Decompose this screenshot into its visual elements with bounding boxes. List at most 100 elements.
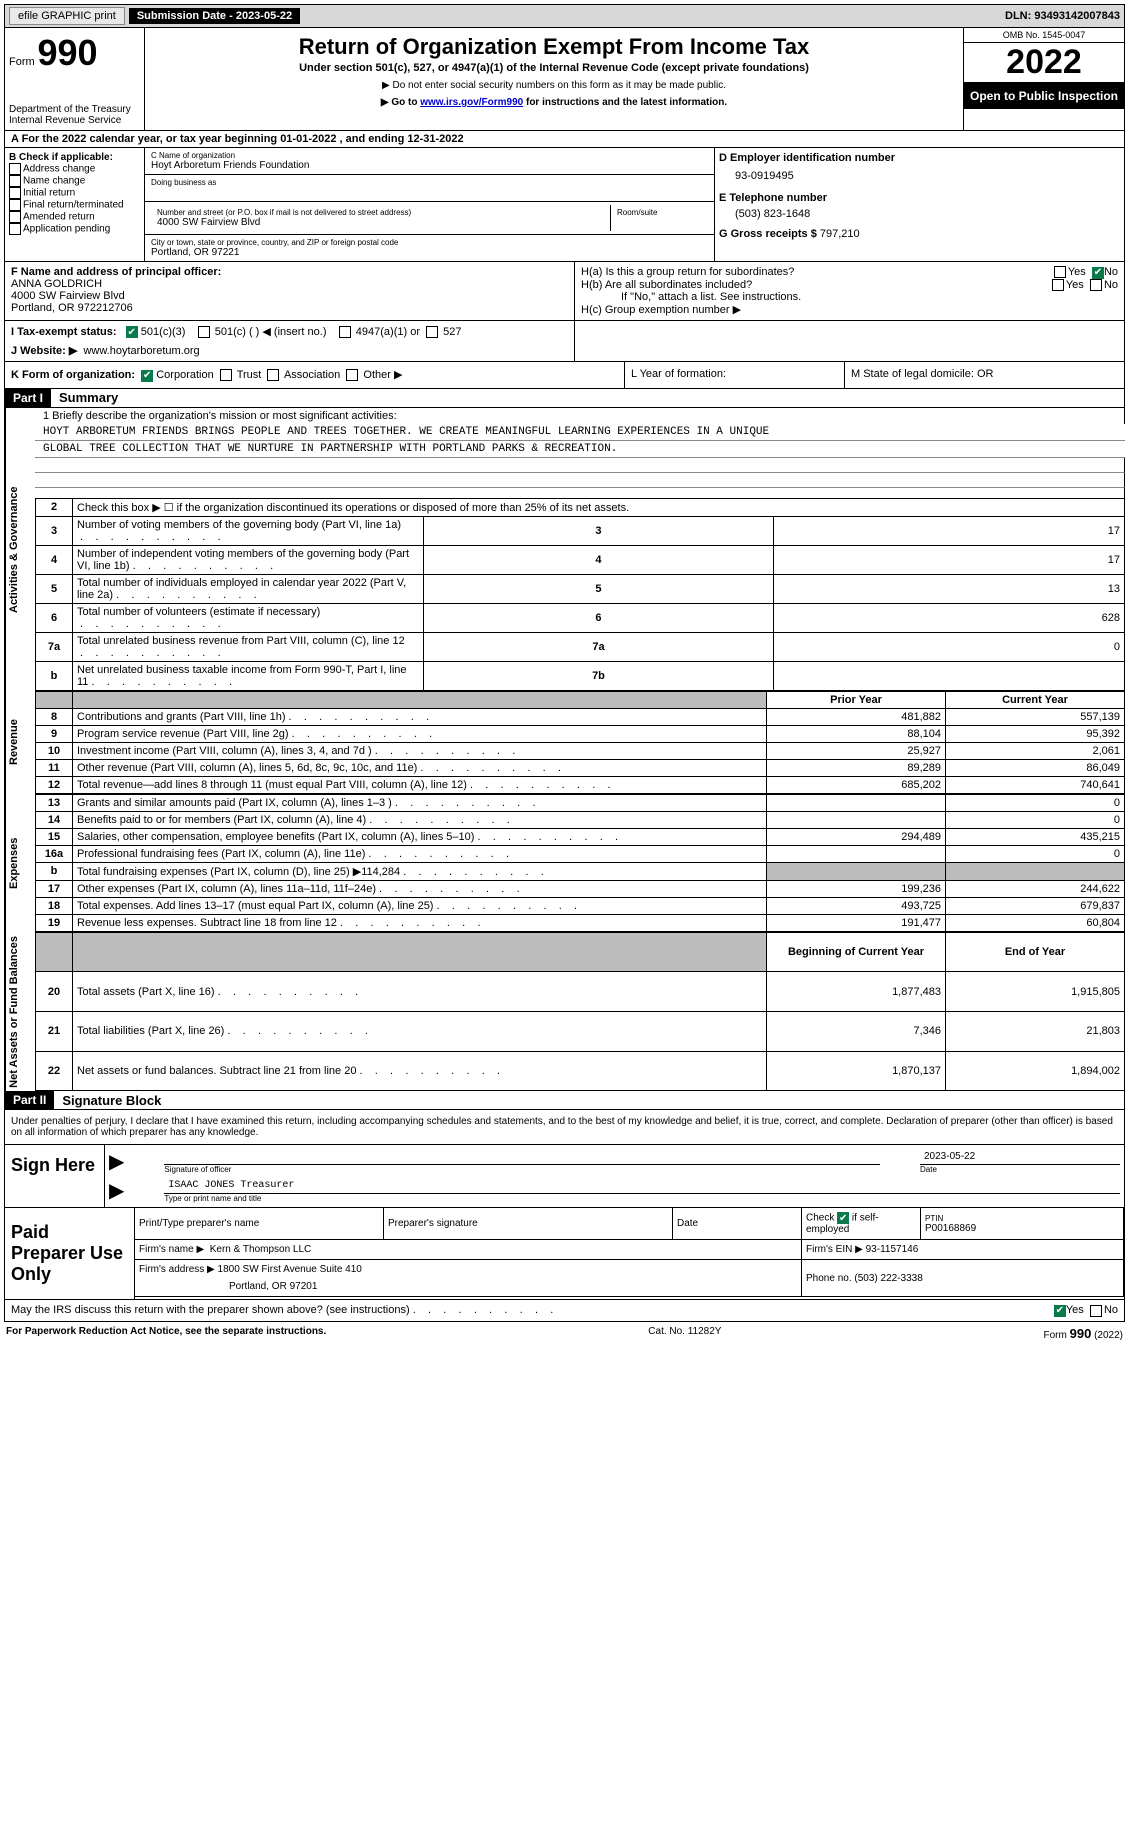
no-label-2: No [1104,279,1118,291]
current-year-value [946,862,1125,880]
current-year-value: 435,215 [946,828,1125,845]
corp-checked-icon: ✔ [141,370,153,382]
no-label-3: No [1104,1304,1118,1316]
firm-addr-label: Firm's address ▶ [139,1264,215,1275]
form-header: Form 990 Department of the Treasury Inte… [4,28,1125,131]
dln: DLN: 93493142007843 [1005,10,1120,22]
initial-return-checkbox[interactable] [9,187,21,199]
trust-checkbox[interactable] [220,369,232,381]
paid-preparer-label: Paid Preparer Use Only [5,1208,135,1299]
officer-addr2: Portland, OR 972212706 [11,302,568,314]
bracket-icon: ▶ [109,1149,124,1174]
line-desc: Net unrelated business taxable income fr… [73,661,424,690]
hb-no-checkbox[interactable] [1090,279,1102,291]
527-checkbox[interactable] [426,326,438,338]
line-no: 17 [36,880,73,897]
firm-addr2: Portland, OR 97201 [139,1275,797,1292]
line-no: 10 [36,742,73,759]
address-change-checkbox[interactable] [9,163,21,175]
firm-phone: (503) 222-3338 [854,1273,922,1284]
prior-year-value: 685,202 [767,776,946,793]
line-desc: Total assets (Part X, line 16) [73,972,767,1012]
firm-name-label: Firm's name ▶ [139,1244,204,1255]
blank-line [35,458,1125,473]
assoc-checkbox[interactable] [267,369,279,381]
governance-block: Activities & Governance 1 Briefly descri… [4,408,1125,691]
dba-label: Doing business as [151,178,708,187]
line-desc: Number of voting members of the governin… [73,516,424,545]
opt-trust: Trust [237,369,262,381]
form-org-label: K Form of organization: [11,369,135,381]
efile-button[interactable]: efile GRAPHIC print [9,7,125,25]
discuss-row: May the IRS discuss this return with the… [4,1300,1125,1322]
current-year-value: 86,049 [946,759,1125,776]
ptin-value: P00168869 [925,1223,1119,1234]
ein-value: 93-0919495 [719,164,1120,192]
prior-year-value: 1,870,137 [767,1051,946,1091]
date-label: Date [920,1165,1120,1174]
mission-label: 1 Briefly describe the organization's mi… [35,408,1125,424]
netassets-table: Beginning of Current Year End of Year20 … [35,932,1125,1092]
officer-group-row: F Name and address of principal officer:… [4,262,1125,321]
room-label: Room/suite [617,208,702,217]
line-box: 4 [423,545,774,574]
line-desc: Revenue less expenses. Subtract line 18 … [73,914,767,931]
line-no: 7a [36,632,73,661]
line-no [36,932,73,972]
prior-year-value: 89,289 [767,759,946,776]
self-employed-checked-icon: ✔ [837,1212,849,1224]
prior-year-value [767,811,946,828]
line-no: 9 [36,725,73,742]
yes-label-2: Yes [1066,279,1084,291]
no-label: No [1104,266,1118,278]
4947-checkbox[interactable] [339,326,351,338]
line-desc: Total fundraising expenses (Part IX, col… [73,862,767,880]
current-year-value: 740,641 [946,776,1125,793]
line-no: b [36,661,73,690]
prior-year-value: 493,725 [767,897,946,914]
note-pre: ▶ Go to [381,97,420,108]
prep-date-label: Date [673,1208,802,1240]
501c-checkbox[interactable] [198,326,210,338]
row-k: K Form of organization: ✔ Corporation Tr… [4,362,1125,389]
prior-year-value [767,845,946,862]
opt-corp: Corporation [156,369,213,381]
irs-label: Internal Revenue Service [9,115,140,126]
name-change-checkbox[interactable] [9,175,21,187]
paid-preparer-block: Paid Preparer Use Only Print/Type prepar… [4,1208,1125,1300]
line-value: 13 [774,574,1125,603]
preparer-name-label: Print/Type preparer's name [135,1208,384,1240]
signature-label: Signature of officer [164,1165,880,1174]
paperwork-notice: For Paperwork Reduction Act Notice, see … [6,1326,326,1341]
ein-label: D Employer identification number [719,152,1120,164]
officer-addr1: 4000 SW Fairview Blvd [11,290,568,302]
line-no: 15 [36,828,73,845]
501c3-checked-icon: ✔ [126,326,138,338]
part-ii-badge: Part II [5,1091,54,1109]
other-checkbox[interactable] [346,369,358,381]
governance-tab: Activities & Governance [5,408,35,691]
officer-name: ANNA GOLDRICH [11,278,568,290]
line-no [36,691,73,708]
final-return-checkbox[interactable] [9,199,21,211]
line-no: 19 [36,914,73,931]
line-desc: Total unrelated business revenue from Pa… [73,632,424,661]
amended-return-checkbox[interactable] [9,211,21,223]
line-desc: Net assets or fund balances. Subtract li… [73,1051,767,1091]
current-year-header: Current Year [946,691,1125,708]
expenses-table: 13 Grants and similar amounts paid (Part… [35,794,1125,932]
city-label: City or town, state or province, country… [151,238,708,247]
line-desc: Benefits paid to or for members (Part IX… [73,811,767,828]
hb-yes-checkbox[interactable] [1052,279,1064,291]
current-year-value: 1,915,805 [946,972,1125,1012]
current-year-value: 95,392 [946,725,1125,742]
printed-name-label: Type or print name and title [164,1194,1120,1203]
discuss-no-checkbox[interactable] [1090,1305,1102,1317]
blank [73,932,767,972]
irs-link[interactable]: www.irs.gov/Form990 [420,97,523,108]
app-pending-checkbox[interactable] [9,223,21,235]
ha-yes-checkbox[interactable] [1054,266,1066,278]
cat-no: Cat. No. 11282Y [648,1326,721,1341]
website-value: www.hoytarboretum.org [83,345,199,357]
open-inspection: Open to Public Inspection [964,83,1124,109]
